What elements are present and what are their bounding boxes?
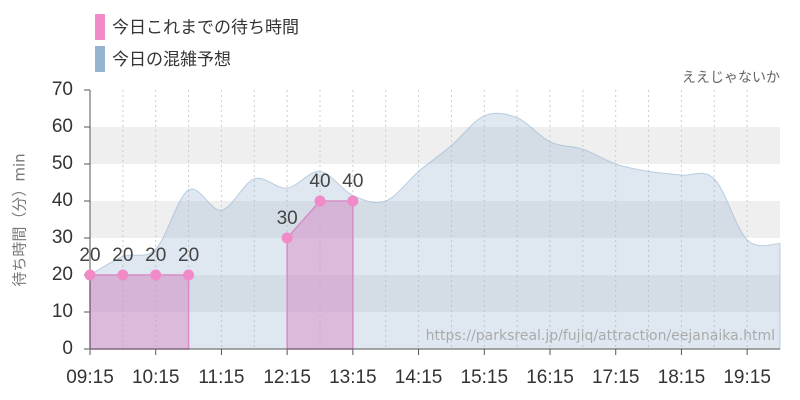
y-axis-label: 待ち時間（分）min [11,153,29,286]
data-label: 40 [342,171,363,192]
y-tick-label: 50 [52,153,73,174]
x-tick-label: 14:15 [395,367,443,388]
data-label: 30 [277,208,298,229]
y-tick-label: 10 [52,301,73,322]
chart-subtitle: ええじゃないか [682,70,780,86]
marker [117,269,129,281]
grid-band [90,275,780,312]
y-tick-label: 40 [52,190,73,211]
forecast-area [89,112,781,350]
x-tick-label: 12:15 [263,367,311,388]
x-tick-label: 17:15 [592,367,640,388]
x-tick-label: 15:15 [461,367,509,388]
y-tick-label: 30 [52,227,73,248]
x-tick-label: 11:15 [198,367,244,388]
x-tick-label: 16:15 [526,367,574,388]
y-tick-label: 20 [52,264,73,285]
legend-swatch [95,46,105,72]
y-tick-label: 70 [52,79,73,100]
data-label: 20 [112,245,133,266]
legend-label: 今日の混雑予想 [112,50,231,70]
marker [314,195,326,207]
data-label: 20 [145,245,166,266]
data-label: 20 [79,245,100,266]
legend-swatch [95,14,105,40]
y-tick-label: 0 [62,338,73,359]
grid-band [90,201,780,238]
marker [347,195,359,207]
y-tick-label: 60 [52,116,73,137]
data-label: 40 [309,171,330,192]
source-note: https://parksreal.jp/fujiq/attraction/ee… [426,328,775,344]
marker [183,269,195,281]
marker [150,269,162,281]
x-tick-label: 19:15 [723,367,771,388]
legend-label: 今日これまでの待ち時間 [112,18,299,38]
x-tick-label: 09:15 [66,367,114,388]
marker [281,232,293,244]
x-tick-label: 10:15 [132,367,180,388]
x-tick-label: 18:15 [658,367,706,388]
x-tick-label: 13:15 [329,367,377,388]
data-label: 20 [178,245,199,266]
marker [84,269,96,281]
